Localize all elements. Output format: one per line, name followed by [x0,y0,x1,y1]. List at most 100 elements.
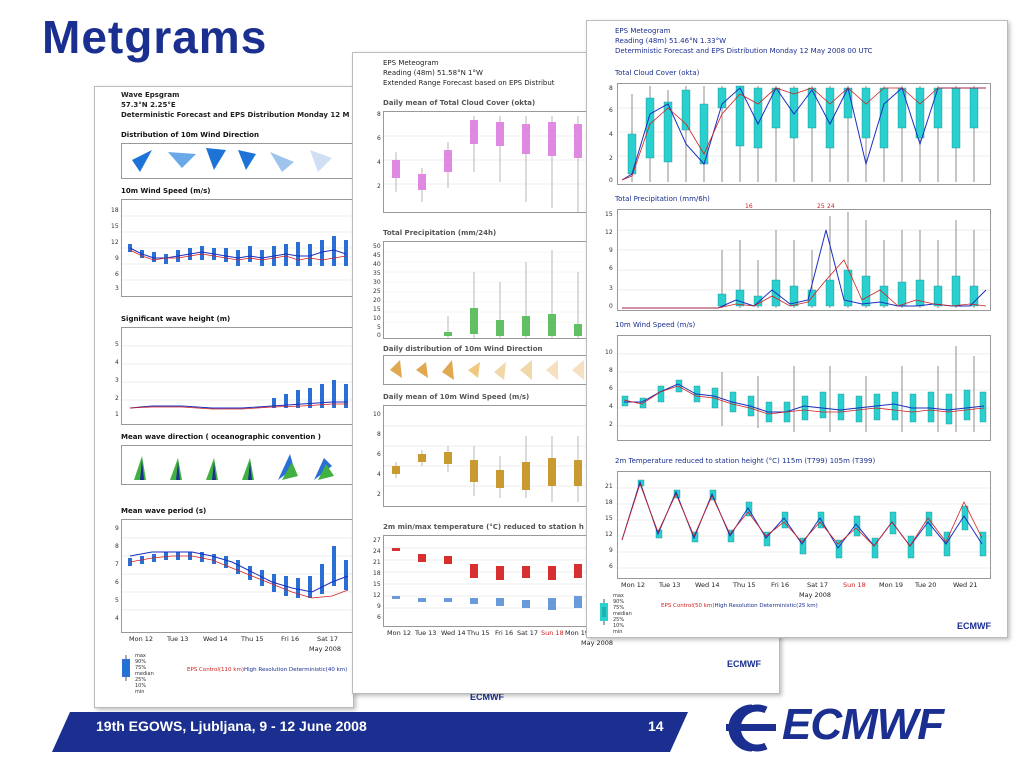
wave-period-chart [122,537,353,611]
wave-height-plot [121,327,353,425]
legend-max: max [135,653,146,659]
eps-date-label-sunday: Sun 18 [541,629,564,637]
meteo-eps-legend: EPS Control(50 km)High Resolution Determ… [661,603,818,609]
meteo-temperature-chart [618,479,990,569]
eps-precip-tick: 35 [373,270,381,277]
page-number: 14 [648,718,664,734]
eps-wind-rose-row [390,360,584,380]
eps-month-label: May 2008 [581,639,614,647]
meteo-temp-tick: 12 [605,531,613,538]
meteo-cloud-plot [617,83,991,185]
legend-min: min [613,629,623,635]
meteo-temp-tick: 15 [605,515,613,522]
legend-25: 25% [135,677,147,683]
eps-temperature-plot [383,535,625,627]
meteo-cloud-tick: 0 [609,177,613,184]
meteo-header-title: EPS Meteogram [615,27,671,35]
wave-section-wave-height: Significant wave height (m) [121,315,231,323]
eps-wind-tick: 2 [377,491,381,498]
meteo-header-location: Reading (48m) 51.46°N 1.33°W [615,37,727,45]
eps-precip-tick: 25 [373,288,381,295]
eps-cloud-chart [384,116,624,212]
eps-header-forecast: Extended Range Forecast based on EPS Dis… [383,79,555,87]
wave-date-label: Mon 12 [129,635,154,643]
wave-period-tick: 8 [115,543,119,550]
hires-label: High Resolution Deterministic(25 km) [714,603,818,609]
wave-date-label: Wed 14 [203,635,228,643]
wave-date-label: Fri 16 [281,635,300,643]
meteo-date-label: Thu 15 [733,581,756,589]
eps-temperature-chart [384,547,624,610]
meteo-temperature-plot [617,471,991,579]
wave-wind-direction-plot [121,143,353,179]
meteo-section-wind: 10m Wind Speed (m/s) [615,321,696,329]
legend-max: max [613,593,624,599]
eps-precip-tick: 10 [373,315,381,322]
meteo-header-forecast: Deterministic Forecast and EPS Distribut… [615,47,873,55]
footer-conference: 19th EGOWS, Ljubljana, 9 - 12 June 2008 [96,718,367,734]
wave-direction-row [134,454,334,480]
eps-section-precip: Total Precipitation (mm/24h) [383,229,497,237]
eps-header-title: EPS Meteogram [383,59,439,67]
meteo-temp-tick: 21 [605,483,613,490]
wave-epsgram-panel: Wave Epsgram 57.3°N 2.25°E Deterministic… [94,86,354,708]
eps-date-label: Tue 13 [415,629,437,637]
ecmwf-logo-text: ECMWF [782,700,944,749]
wave-section-wave-direction: Mean wave direction ( oceanographic conv… [121,433,321,441]
wave-direction-plot [121,445,353,485]
meteo-precip-tick: 9 [609,247,613,254]
wave-period-tick: 7 [115,561,119,568]
wave-wind-tick: 6 [115,271,119,278]
meteo-wind-tick: 10 [605,349,613,356]
wind-rose-row [132,148,332,172]
ecmwf-logo-icon [726,704,776,752]
wave-height-tick: 3 [115,377,119,384]
meteo-temp-tick: 6 [609,563,613,570]
wave-period-tick: 6 [115,579,119,586]
wave-wind-tick: 18 [111,207,119,214]
meteo-precip-tick: 0 [609,303,613,310]
legend-75: 75% [135,665,147,671]
eps-temp-tick: 24 [373,548,381,555]
eps-precip-chart [384,250,624,338]
wave-wind-tick: 15 [111,223,119,230]
legend-median: median [135,671,154,677]
eps-control-label: EPS Control(110 km) [187,667,244,673]
eps-temp-tick: 9 [377,603,381,610]
meteo-month-label: May 2008 [799,591,832,599]
meteo-date-label: Sat 17 [807,581,828,589]
wave-period-tick: 5 [115,597,119,604]
meteo-date-label: Wed 14 [695,581,720,589]
eps-wind-direction-plot [383,355,625,385]
eps-cloud-tick: 2 [377,183,381,190]
meteo-precip-plot [617,209,991,311]
wave-panel-ecmwf-logo: ECMWF [470,692,504,702]
eps-date-label: Sat 17 [517,629,538,637]
meteo-cloud-tick: 8 [609,85,613,92]
meteo-temp-tick: 9 [609,547,613,554]
meteo-precip-tick: 3 [609,285,613,292]
eps-section-wind-direction: Daily distribution of 10m Wind Direction [383,345,543,353]
wave-height-tick: 2 [115,395,119,402]
eps-wind-tick: 4 [377,471,381,478]
meteo-section-cloud: Total Cloud Cover (okta) [615,69,700,77]
wave-month-label: May 2008 [309,645,342,653]
hires-label: High Resolution Deterministic(40 km) [244,667,348,673]
wave-period-plot [121,519,353,633]
eps-date-label: Thu 15 [467,629,490,637]
meteo-precip-label: 24 [827,203,835,210]
eps-meteogram-panel: EPS Meteogram Reading (48m) 51.46°N 1.33… [586,20,1008,638]
meteo-precip-tick: 12 [605,229,613,236]
eps-precip-tick: 45 [373,252,381,259]
meteo-legend-box-icon [600,599,608,625]
eps-wind-speed-plot [383,405,625,507]
eps-cloud-tick: 4 [377,159,381,166]
wave-period-tick: 9 [115,525,119,532]
meteo-date-label: Mon 12 [621,581,646,589]
legend-median: median [613,611,632,617]
meteo-date-label: Wed 21 [953,581,978,589]
eps-temp-tick: 18 [373,570,381,577]
wave-section-wave-period: Mean wave period (s) [121,507,207,515]
eps-date-label: Wed 14 [441,629,466,637]
eps-cloud-plot [383,111,625,213]
